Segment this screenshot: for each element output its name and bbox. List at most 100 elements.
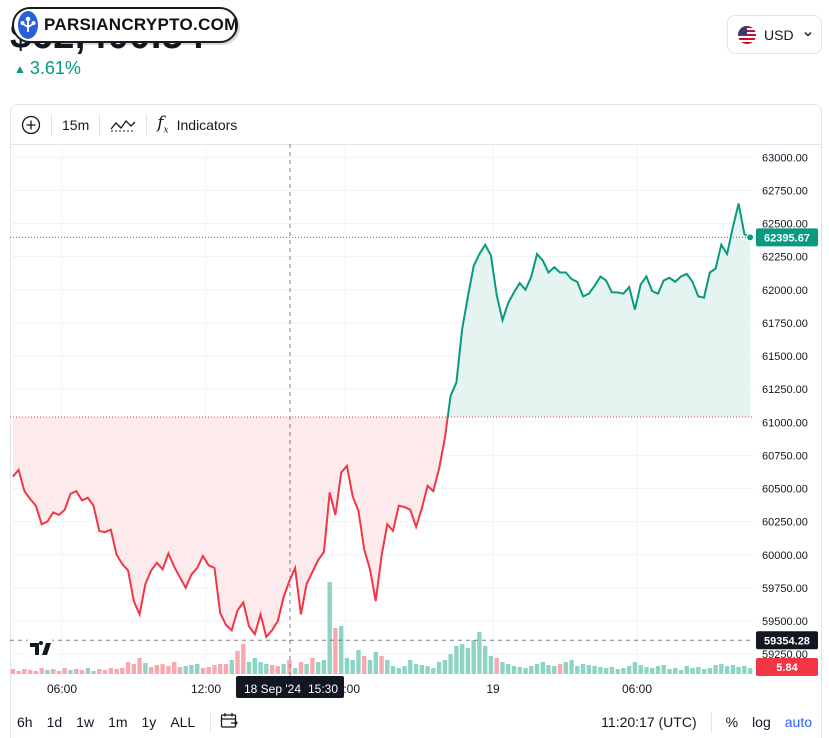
- volume-bar: [459, 644, 465, 674]
- volume-bar: [402, 666, 407, 674]
- last-price-tag: 62395.67: [764, 232, 810, 244]
- volume-bar: [137, 658, 142, 674]
- chart-type-button[interactable]: [100, 105, 146, 145]
- volume-bar: [598, 667, 603, 674]
- volume-bar: [552, 666, 557, 674]
- volume-bar: [68, 670, 73, 674]
- volume-bar: [390, 666, 396, 674]
- range-1w-button[interactable]: 1w: [76, 714, 95, 730]
- volume-bar: [667, 669, 672, 674]
- volume-bar: [575, 666, 580, 674]
- volume-bar: [684, 666, 689, 674]
- add-symbol-button[interactable]: [11, 105, 51, 145]
- volume-bar: [379, 656, 384, 674]
- volume-bar: [189, 665, 194, 674]
- volume-bar: [730, 665, 736, 674]
- range-all-button[interactable]: ALL: [170, 714, 196, 730]
- volume-bar: [154, 665, 160, 674]
- auto-scale-toggle[interactable]: auto: [784, 714, 812, 730]
- volume-bar: [62, 668, 67, 674]
- volume-bar: [339, 626, 344, 674]
- volume-bar: [494, 658, 499, 674]
- volume-bar: [724, 666, 730, 674]
- volume-bar: [51, 669, 56, 674]
- volume-bar: [195, 664, 200, 674]
- price-tick-label: 62250.00: [762, 252, 808, 264]
- volume-bar: [327, 582, 332, 674]
- price-tick-label: 62500.00: [762, 219, 808, 231]
- volume-bar: [56, 671, 62, 674]
- toolbar-divider: [99, 113, 101, 136]
- volume-bar: [269, 665, 275, 674]
- log-scale-toggle[interactable]: log: [752, 714, 771, 730]
- volume-bar: [356, 650, 361, 674]
- volume-bar: [177, 667, 183, 674]
- volume-bar: [609, 667, 615, 674]
- volume-bar: [638, 665, 643, 674]
- volume-tag-bg: [756, 658, 818, 676]
- volume-bar: [517, 667, 522, 674]
- volume-bar: [586, 665, 592, 674]
- time-tick-label: 06:00: [47, 682, 77, 696]
- price-tick-label: 61000.00: [762, 417, 808, 429]
- volume-bar: [442, 660, 448, 674]
- range-1m-button[interactable]: 1m: [108, 714, 128, 730]
- chevron-down-icon: [802, 27, 814, 43]
- indicators-label: Indicators: [176, 116, 238, 133]
- volume-bar: [287, 660, 292, 674]
- volume-bar: [10, 669, 16, 674]
- volume-bar: [166, 666, 171, 674]
- percent-scale-toggle[interactable]: %: [725, 714, 739, 730]
- chart-widget: 15m fx Indicators: [10, 104, 822, 738]
- up-area-fill: [12, 203, 751, 417]
- volume-bar: [696, 667, 701, 674]
- last-price-dot: [746, 233, 755, 242]
- volume-bar: [304, 664, 309, 674]
- volume-bar: [454, 646, 459, 674]
- range-1d-button[interactable]: 1d: [46, 714, 63, 730]
- utc-clock[interactable]: 11:20:17 (UTC): [601, 714, 697, 730]
- calendar-icon: [221, 712, 239, 728]
- volume-bar: [713, 665, 718, 674]
- volume-bar: [74, 669, 79, 674]
- indicators-button[interactable]: fx Indicators: [147, 105, 247, 145]
- price-tick-label: 60750.00: [762, 450, 808, 462]
- range-6h-button[interactable]: 6h: [17, 714, 33, 730]
- volume-bar: [298, 662, 304, 674]
- volume-bar: [97, 669, 102, 674]
- date-range-button[interactable]: [219, 711, 239, 734]
- volume-bar: [603, 668, 609, 674]
- volume-bar: [431, 668, 436, 674]
- price-tick-label: 60000.00: [762, 550, 808, 562]
- volume-bar: [91, 671, 96, 674]
- currency-label: USD: [764, 26, 794, 43]
- volume-bar: [258, 662, 263, 674]
- price-chart[interactable]: 63000.00 62750.00 62500.00 62250.00 62000.00…: [10, 144, 822, 706]
- toolbar-divider: [51, 113, 52, 136]
- volume-bar: [534, 664, 540, 674]
- price-tick-label: 61750.00: [762, 318, 808, 330]
- toolbar-divider: [210, 712, 212, 732]
- crosshair-time-tag-bg: [236, 676, 344, 698]
- currency-selector[interactable]: USD: [727, 15, 822, 54]
- volume-bar: [477, 632, 482, 674]
- volume-bar: [557, 664, 563, 674]
- volume-bar: [148, 667, 154, 674]
- us-flag-icon: [738, 25, 756, 44]
- volume-bar: [540, 662, 545, 674]
- time-tick-label: 12:00: [191, 682, 221, 696]
- volume-bar: [413, 664, 419, 674]
- range-1y-button[interactable]: 1y: [141, 714, 157, 730]
- volume-bar: [45, 670, 50, 674]
- chart-toolbar: 15m fx Indicators: [11, 105, 821, 145]
- volume-bar: [673, 668, 678, 674]
- interval-button[interactable]: 15m: [62, 116, 90, 133]
- price-tick-label: 60500.00: [762, 484, 808, 496]
- time-tick-label: 19: [486, 682, 500, 696]
- price-line-down: [12, 416, 449, 639]
- volume-bar: [131, 664, 136, 674]
- volume-bar: [172, 662, 177, 674]
- volume-bar: [506, 664, 511, 674]
- volume-bar: [627, 666, 632, 674]
- volume-bar: [246, 662, 252, 674]
